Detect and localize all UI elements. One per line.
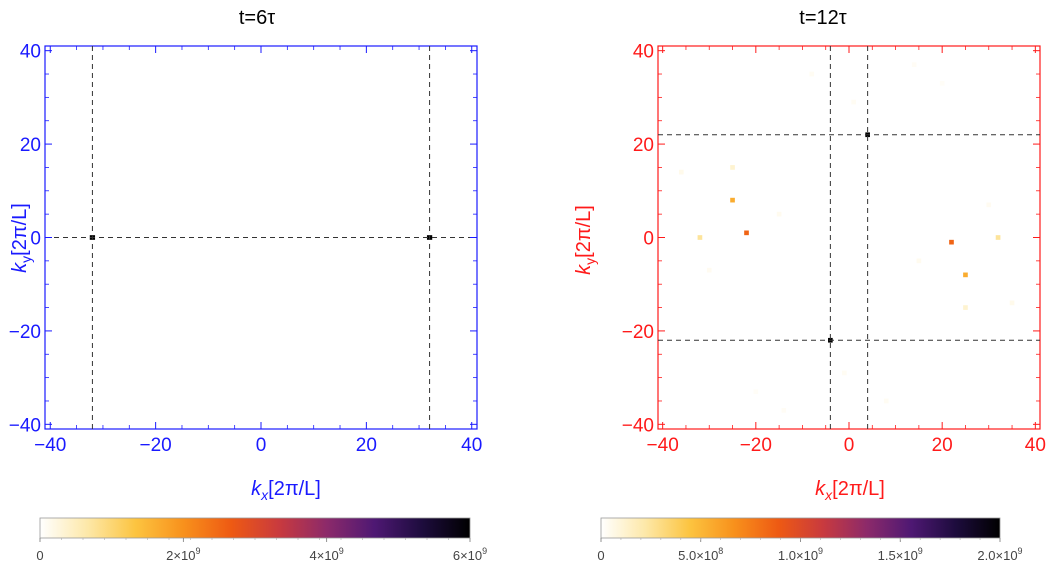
data-cell [939,81,945,86]
x-tick-label: −40 [647,435,679,456]
data-cell [995,235,1001,240]
data-cell [753,389,759,394]
y-axis-label: ky[2π/L] [9,203,34,273]
colorbar-tick-label: 0 [597,548,604,563]
data-cell [916,258,922,264]
y-tick-label: −40 [9,415,41,436]
colorbar-tick-label: 1.0×109 [778,546,823,563]
y-tick-label: 40 [633,42,654,63]
data-cell [809,71,815,77]
x-tick-label: −40 [34,435,66,456]
x-tick-label: 40 [1025,435,1046,456]
x-axis-label: kx[2π/L] [251,478,321,503]
data-cell [963,305,968,310]
y-tick-label: 20 [633,135,654,156]
y-tick-label: 20 [20,135,41,156]
data-cell [851,99,856,105]
y-tick-label: −20 [9,322,41,343]
colorbar-tick-label: 1.5×109 [878,546,923,563]
data-cell [963,272,968,278]
data-cell [730,197,735,203]
data-cell [911,62,917,68]
plot-frame [657,45,1041,430]
data-cell [730,165,735,170]
x-tick-label: 0 [256,435,267,456]
colorbar-gradient [600,517,1001,539]
y-tick-label: 0 [30,229,41,250]
data-cell [842,370,847,376]
data-cell [776,211,782,217]
plot-area: −40 −20 0 20 40 −40 −20 0 20 40 [622,42,1046,456]
panel-title: t=12τ [799,7,846,29]
x-axis-label: kx[2π/L] [815,478,885,503]
x-tick-label: 40 [461,435,482,456]
colorbar-tick-label: 2.0×109 [977,546,1022,563]
data-cell [781,407,787,413]
x-tick-label: −20 [140,435,172,456]
data-cell [678,169,684,175]
plot-area: −40 −20 0 20 40 −40 −20 0 20 40 [9,42,483,456]
panel-title: t=6τ [239,7,275,29]
data-cell [744,230,749,236]
y-axis-label: ky[2π/L] [573,205,598,275]
colorbar-tick-label: 6×109 [453,546,487,563]
panel-t12: t=12τ −40 −20 0 20 40 −40 −20 0 20 40 kx[2π/L] ky… [573,7,1046,563]
data-cell [706,267,712,273]
y-tick-label: 0 [643,229,654,250]
colorbar: 0 2×109 4×109 6×109 [36,517,487,563]
y-tick-label: 40 [20,42,41,63]
colorbar-gradient [39,517,471,539]
x-tick-label: 20 [356,435,377,456]
y-tick-label: −20 [622,322,654,343]
data-cell [1009,300,1015,306]
colorbar-tick-label: 4×109 [310,546,344,563]
y-tick-label: −40 [622,415,654,436]
data-cell [883,398,889,404]
data-cell [986,202,992,208]
x-tick-label: −20 [740,435,772,456]
colorbar-tick-label: 0 [36,548,43,563]
colorbar-tick-label: 5.0×108 [678,546,723,563]
x-tick-label: 0 [844,435,855,456]
data-cell [949,239,954,245]
x-tick-label: 20 [932,435,953,456]
panel-t6: t=6τ −40 −20 0 20 40 −40 −20 0 20 40 kx[2π/L] ky[… [9,7,487,563]
data-cell [697,235,703,240]
colorbar: 0 5.0×108 1.0×109 1.5×109 2.0×109 [597,517,1023,563]
colorbar-tick-label: 2×109 [166,546,200,563]
